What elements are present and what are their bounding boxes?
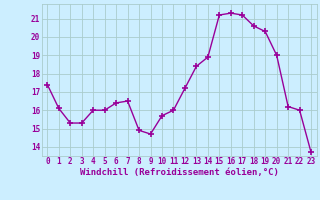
X-axis label: Windchill (Refroidissement éolien,°C): Windchill (Refroidissement éolien,°C): [80, 168, 279, 177]
